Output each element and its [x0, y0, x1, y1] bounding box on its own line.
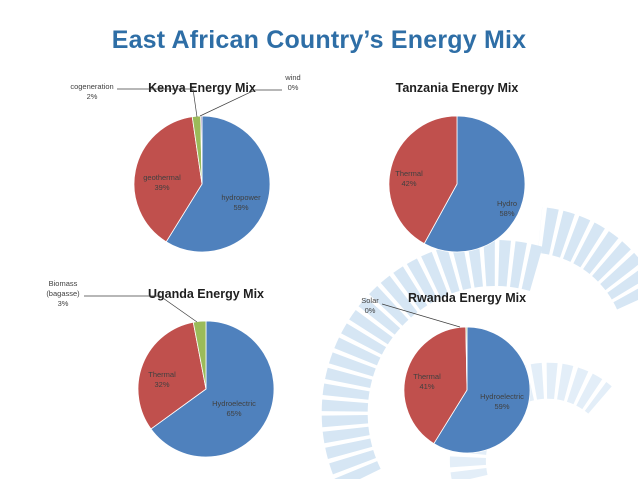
tanzania-slice-hydro — [423, 115, 526, 253]
kenya-label-hydropower: hydropower 59% — [221, 193, 261, 212]
rwanda-chart-title: Rwanda Energy Mix — [408, 291, 526, 305]
uganda-slice-biomass-bagasse — [192, 320, 207, 390]
background-arc-right — [537, 207, 638, 311]
tanzania-label-thermal: Thermal 42% — [395, 169, 423, 188]
kenya-label-cogeneration: cogeneration 2% — [70, 82, 113, 101]
uganda-label-biomass-bagasse: Biomass (bagasse) 3% — [46, 279, 80, 308]
kenya-slice-hydropower — [165, 115, 271, 253]
kenya-chart-title: Kenya Energy Mix — [148, 81, 256, 95]
uganda-leader-biomass-bagasse — [84, 295, 198, 323]
rwanda-slice-thermal — [403, 326, 468, 445]
rwanda-label-hydroelectric: Hydroelectric 59% — [480, 392, 524, 411]
uganda-label-hydroelectric: Hydroelectric 65% — [212, 399, 256, 418]
background-arc-left — [321, 240, 547, 479]
rwanda-label-thermal: Thermal 41% — [413, 372, 441, 391]
tanzania-slice-thermal — [388, 115, 458, 245]
uganda-label-thermal: Thermal 32% — [148, 370, 176, 389]
kenya-leader-wind — [199, 89, 282, 117]
uganda-chart-title: Uganda Energy Mix — [148, 287, 264, 301]
tanzania-label-hydro: Hydro 58% — [497, 199, 517, 218]
kenya-slice-geothermal — [133, 116, 203, 243]
tanzania-chart-title: Tanzania Energy Mix — [396, 81, 519, 95]
kenya-label-wind: wind 0% — [284, 73, 300, 92]
page-title: East African Country’s Energy Mix — [111, 26, 527, 54]
rwanda-leader-solar — [381, 303, 461, 328]
tanzania-pie-chart: Tanzania Energy Mix Hydro 58% Thermal 42% — [388, 81, 526, 253]
uganda-slice-thermal — [137, 321, 207, 430]
rwanda-pie-chart: Rwanda Energy Mix Hydroelectric 59% Thermal… — [361, 291, 531, 454]
rwanda-label-solar: Solar 0% — [361, 296, 379, 315]
rwanda-slice-solar — [465, 326, 468, 391]
kenya-label-geothermal: geothermal 39% — [143, 173, 181, 192]
kenya-leader-cogeneration — [117, 88, 198, 118]
rwanda-slice-hydroelectric — [433, 326, 531, 454]
uganda-slice-hydroelectric — [150, 320, 275, 458]
uganda-pie-chart: Uganda Energy Mix Hydroelectric 65% Thermal… — [46, 279, 275, 458]
kenya-pie-chart: Kenya Energy Mix hydropower 59% geothermal 3… — [70, 73, 301, 253]
